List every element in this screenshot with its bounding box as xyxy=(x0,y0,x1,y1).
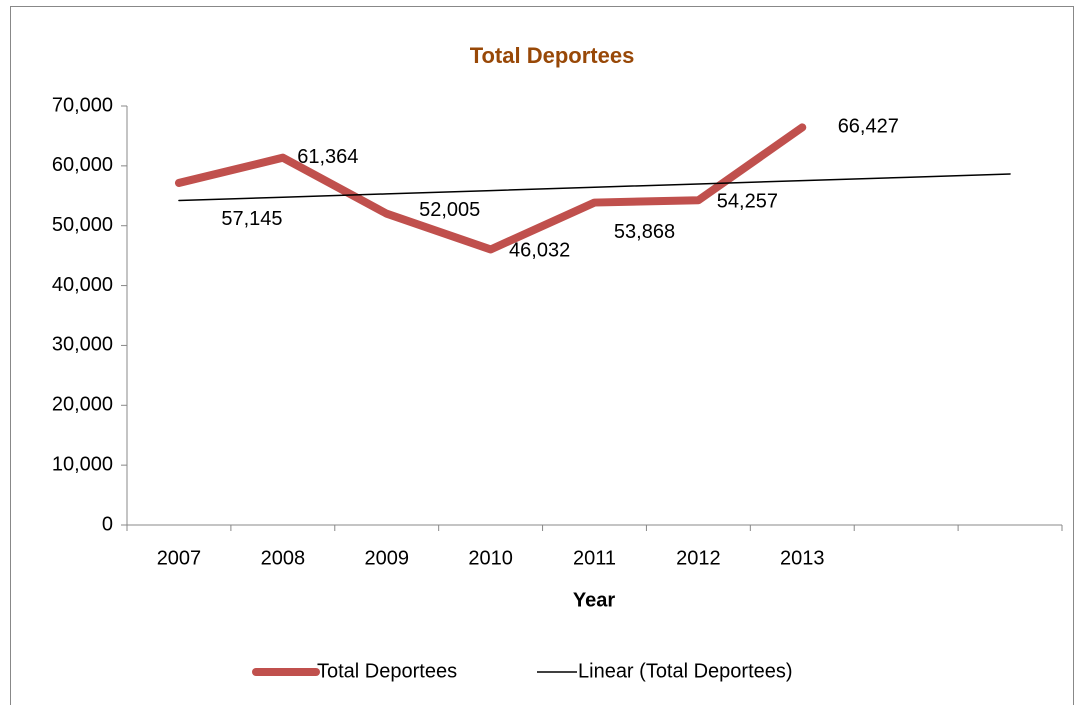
x-tick-label: 2013 xyxy=(780,547,825,569)
data-label: 52,005 xyxy=(419,199,480,221)
x-tick-label: 2012 xyxy=(676,547,721,569)
data-label: 46,032 xyxy=(509,240,570,262)
y-tick-label: 30,000 xyxy=(52,334,113,356)
y-tick-label: 60,000 xyxy=(52,154,113,176)
x-tick-label: 2011 xyxy=(573,547,616,569)
chart-title: Total Deportees xyxy=(470,43,635,68)
y-tick-label: 70,000 xyxy=(52,94,113,116)
legend-label: Total Deportees xyxy=(317,660,457,682)
x-axis-title: Year xyxy=(573,589,615,611)
x-tick-label: 2010 xyxy=(468,547,513,569)
x-tick-label: 2009 xyxy=(364,547,409,569)
y-tick-label: 50,000 xyxy=(52,214,113,236)
data-label: 57,145 xyxy=(221,208,282,230)
legend-label: Linear (Total Deportees) xyxy=(578,660,793,682)
y-tick-label: 10,000 xyxy=(52,453,113,475)
data-line xyxy=(174,123,807,254)
y-tick-label: 0 xyxy=(102,513,113,535)
y-tick-label: 20,000 xyxy=(52,394,113,416)
data-label: 53,868 xyxy=(614,221,675,243)
chart-frame xyxy=(10,6,1074,705)
data-label: 61,364 xyxy=(297,146,358,168)
data-label: 54,257 xyxy=(717,191,778,213)
data-label: 66,427 xyxy=(838,116,899,138)
x-tick-label: 2008 xyxy=(261,547,306,569)
x-tick-label: 2007 xyxy=(157,547,202,569)
y-tick-label: 40,000 xyxy=(52,274,113,296)
trend-line xyxy=(178,173,1011,202)
